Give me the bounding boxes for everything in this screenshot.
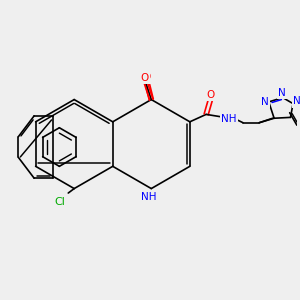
Text: N: N — [261, 97, 269, 107]
Text: O: O — [140, 73, 148, 83]
Text: NH: NH — [221, 114, 237, 124]
Text: NH: NH — [141, 192, 156, 202]
Text: O: O — [143, 72, 151, 82]
Text: Cl: Cl — [54, 197, 65, 207]
Text: N: N — [278, 88, 286, 98]
Text: N: N — [293, 96, 300, 106]
Text: O: O — [206, 90, 215, 100]
